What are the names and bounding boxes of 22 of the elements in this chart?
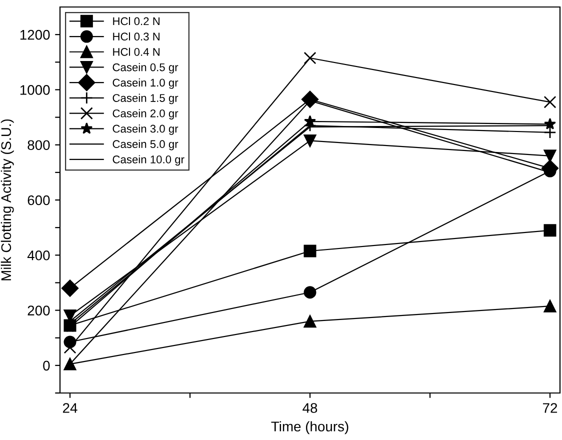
x-axis-title: Time (hours) xyxy=(271,421,348,434)
y-tick-label: 1200 xyxy=(20,30,50,40)
legend-label: Casein 10.0 gr xyxy=(112,155,184,166)
legend-label: Casein 1.0 gr xyxy=(112,78,178,89)
legend-label: HCl 0.2 N xyxy=(113,17,160,26)
y-tick-label: 0 xyxy=(43,360,50,371)
x-tick-label: 72 xyxy=(542,403,558,413)
y-tick-label: 800 xyxy=(28,140,50,150)
legend-label: Casein 0.5 gr xyxy=(112,63,178,74)
x-tick-label: 24 xyxy=(62,403,78,413)
legend-label: Casein 1.5 gr xyxy=(112,94,178,104)
legend-label: Casein 2.0 gr xyxy=(112,109,178,120)
legend-label: Casein 3.0 gr xyxy=(112,124,178,135)
y-tick-label: 200 xyxy=(28,306,50,316)
x-tick-label: 48 xyxy=(302,403,318,413)
y-tick-label: 600 xyxy=(28,195,50,206)
legend-label: HCl 0.3 N xyxy=(113,32,160,41)
legend-label: Casein 5.0 gr xyxy=(112,140,178,150)
y-tick-label: 400 xyxy=(27,250,50,260)
legend-label: HCl 0.4 N xyxy=(113,48,160,56)
y-tick-label: 1000 xyxy=(20,85,50,95)
y-axis-title: Milk Clotting Activity (S.U.) xyxy=(0,119,14,280)
